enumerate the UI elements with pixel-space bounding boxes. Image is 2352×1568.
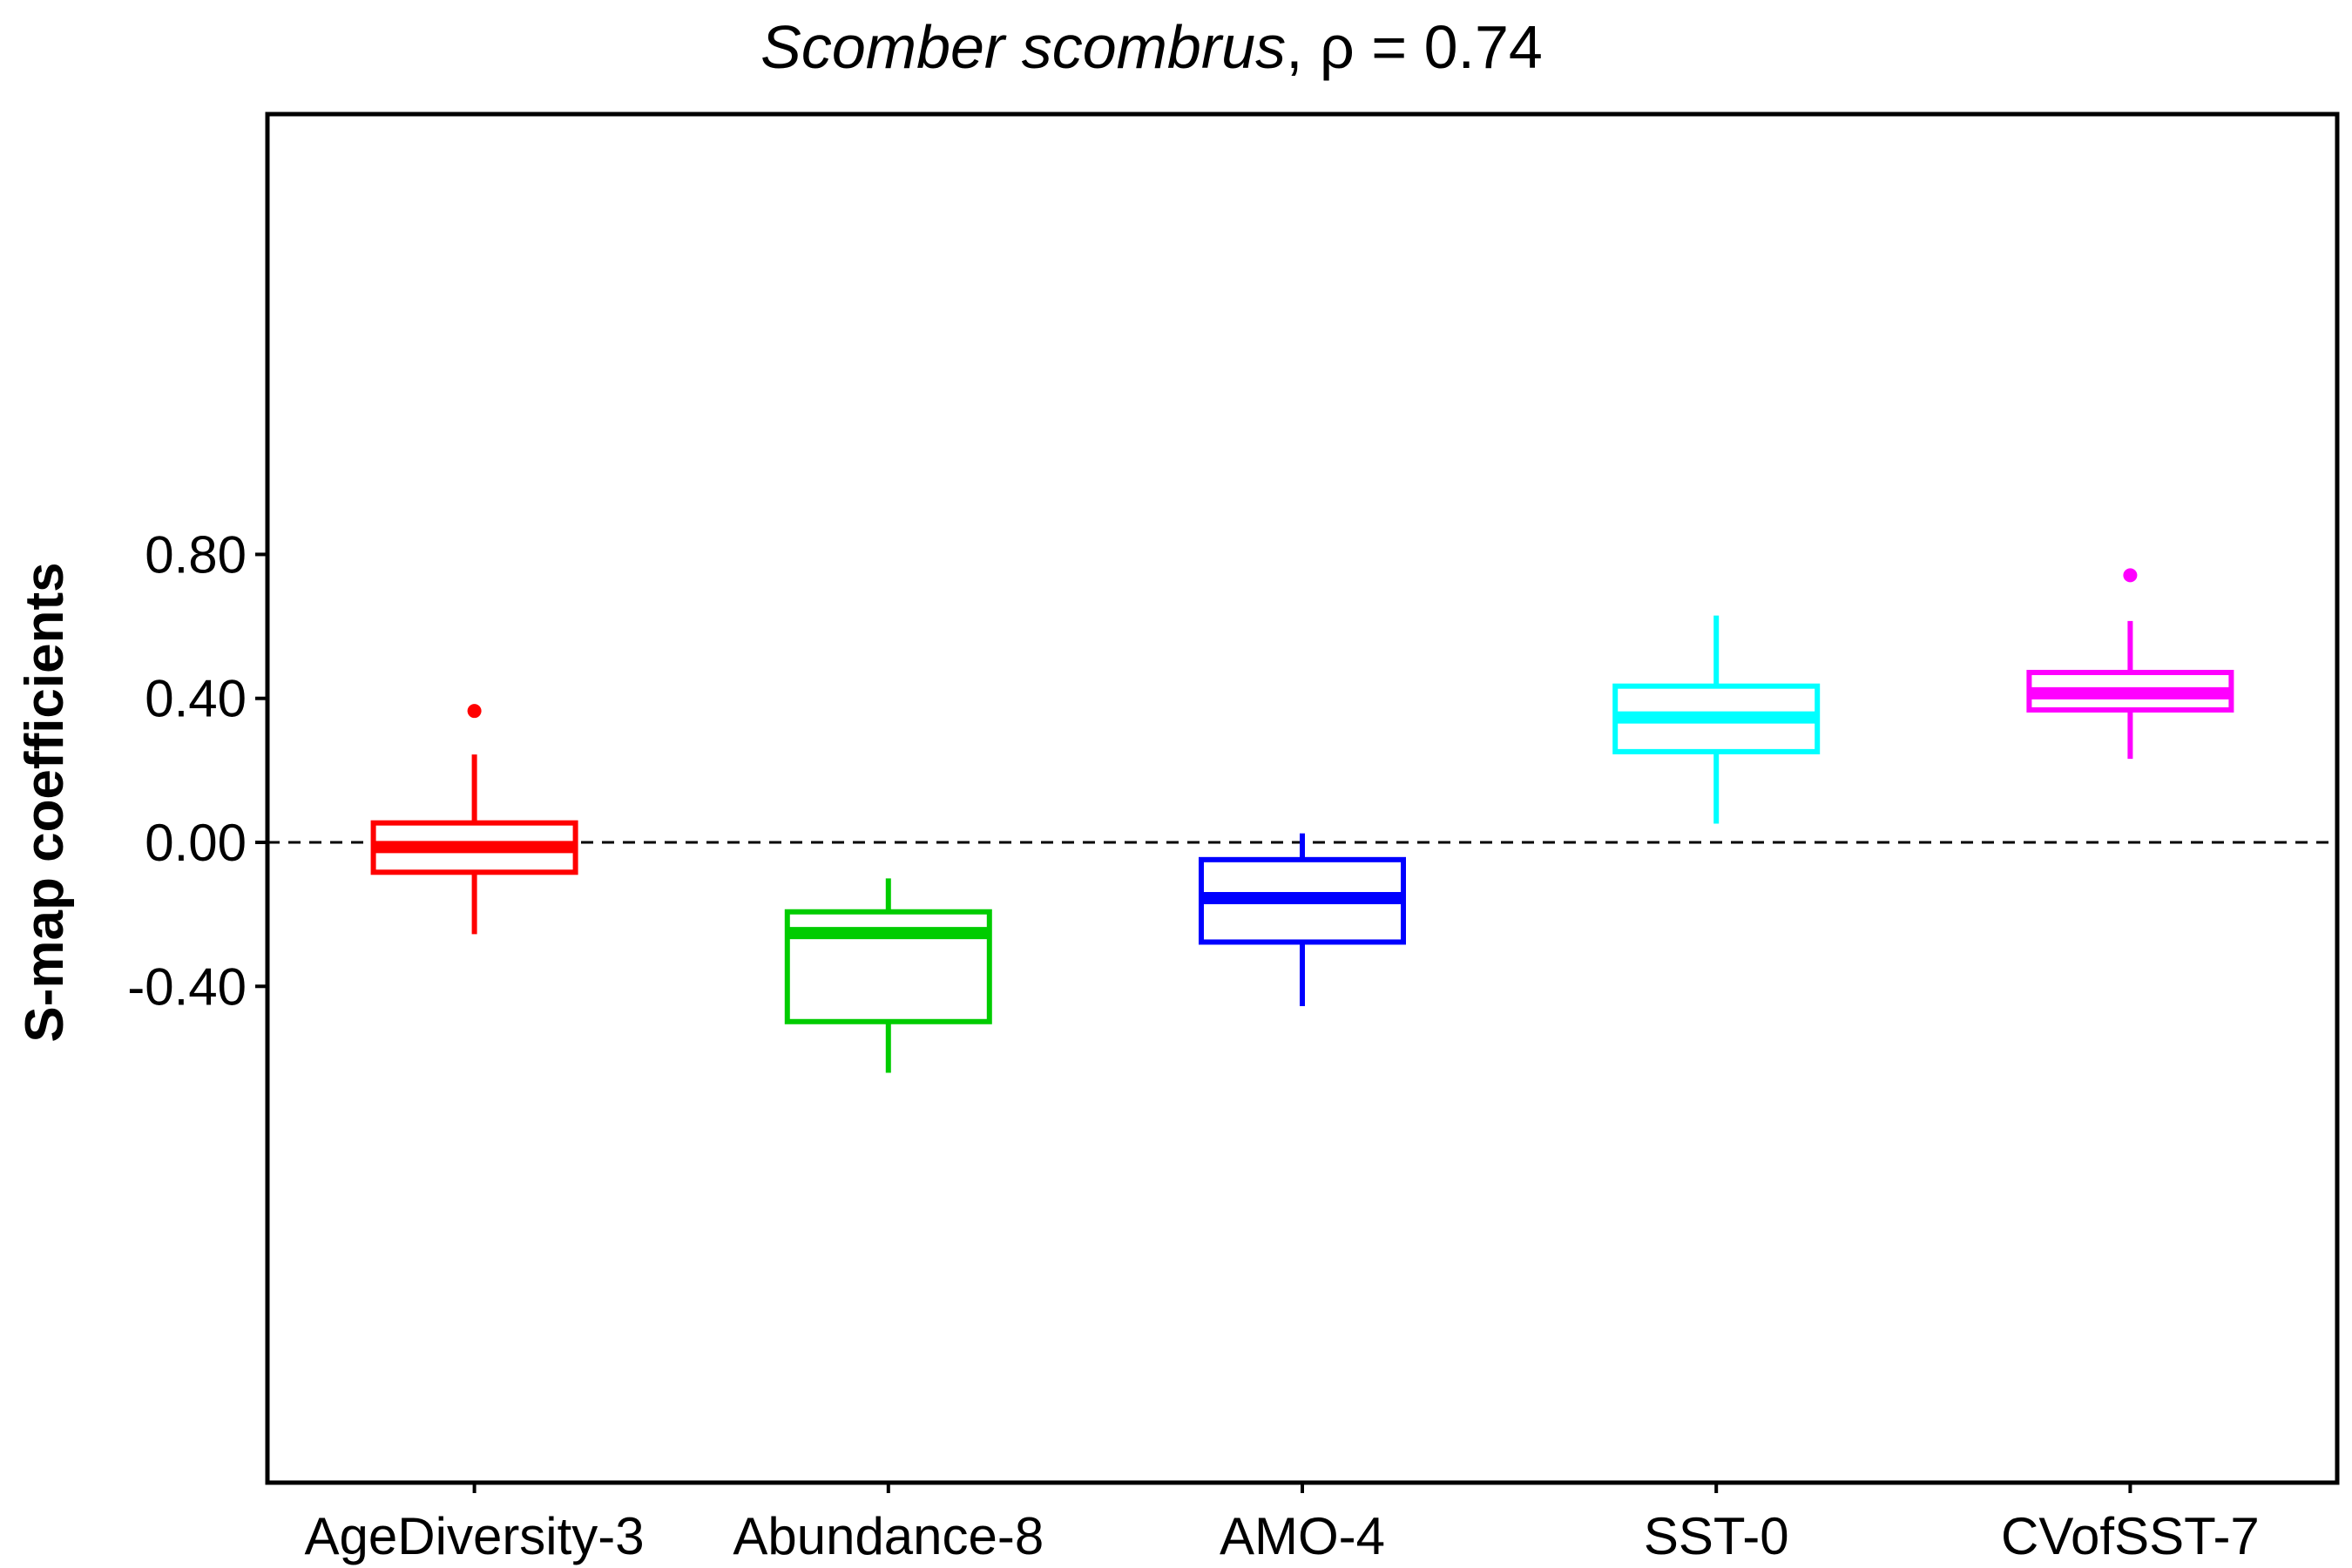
x-tick-label-3: SST-0: [1644, 1507, 1789, 1565]
y-tick-label-1: 0.00: [145, 814, 247, 872]
y-axis-label: S-map coefficients: [15, 562, 75, 1042]
y-tick-label-3: 0.80: [145, 525, 247, 584]
chart-title-suffix: , ρ = 0.74: [1286, 13, 1543, 81]
series-4-outlier-0: [2123, 568, 2138, 583]
y-tick-label-0: -0.40: [127, 957, 247, 1016]
y-tick-label-2: 0.40: [145, 670, 247, 728]
series-0-outlier-0: [467, 704, 482, 719]
x-tick-label-1: Abundance-8: [733, 1507, 1044, 1565]
chart-title: Scomber scombrus, ρ = 0.74: [760, 13, 1543, 81]
plot-area: AgeDiversity-3 Abundance-8 AMO-4 SST-0 CVofS…: [127, 112, 2340, 1565]
chart-title-species: Scomber scombrus: [760, 13, 1286, 81]
plot-frame: [265, 112, 2340, 1485]
series-1-box: [784, 909, 992, 1024]
x-tick-label-0: AgeDiversity-3: [305, 1507, 645, 1565]
x-tick-label-4: CVofSST-7: [2001, 1507, 2260, 1565]
x-tick-label-2: AMO-4: [1220, 1507, 1385, 1565]
